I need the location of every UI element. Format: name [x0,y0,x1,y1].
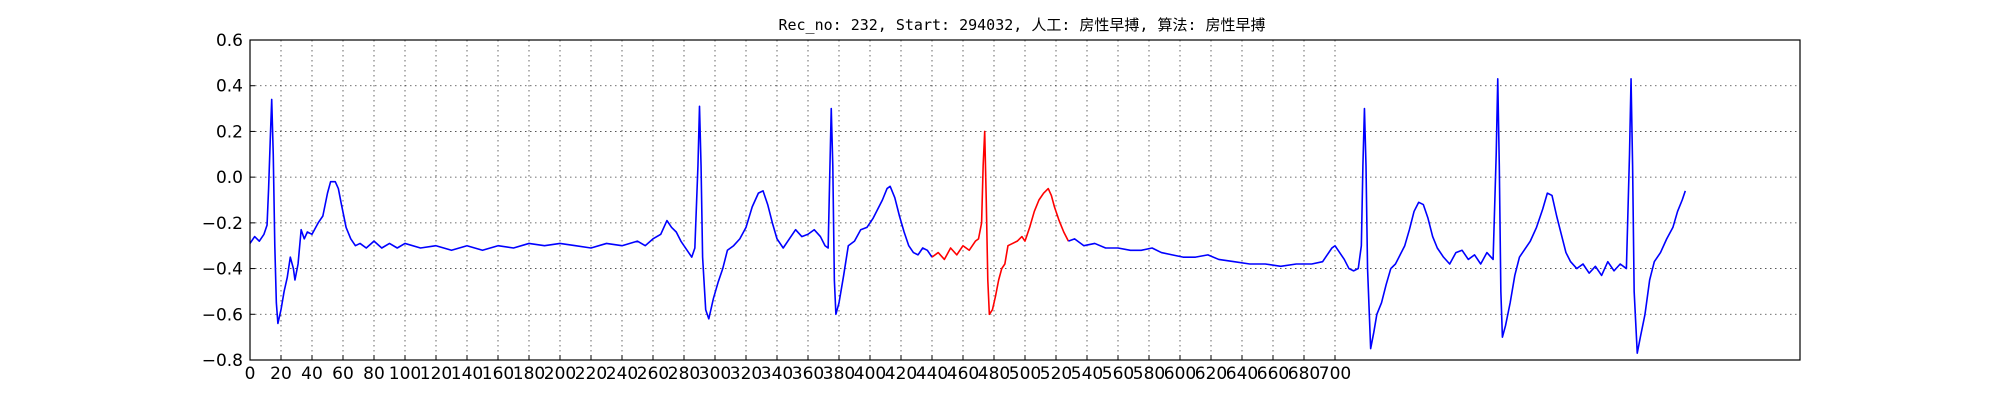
x-tick-label: 160 [482,364,514,384]
y-tick-label: 0.4 [216,77,243,97]
x-tick-label: 500 [1009,364,1041,384]
series-line-1 [249,98,933,325]
x-tick-label: 80 [363,364,385,384]
x-tick-label: 380 [823,364,855,384]
x-tick-label: 640 [1226,364,1258,384]
x-tick-label: 520 [1040,364,1072,384]
x-tick-label: 100 [389,364,421,384]
x-tick-label: 280 [668,364,700,384]
x-tick-label: 260 [637,364,669,384]
x-tick-label: 460 [947,364,979,384]
x-tick-label: 540 [1071,364,1103,384]
x-tick-label: 620 [1195,364,1227,384]
x-tick-label: 560 [1102,364,1134,384]
x-tick-label: 140 [451,364,483,384]
y-tick-label: 0.2 [216,122,243,142]
series-line-2 [931,130,1070,316]
x-tick-label: 180 [513,364,545,384]
y-axis-ticks: −0.8 −0.6 −0.4 −0.2 0.0 0.2 0.4 0.6 [202,31,255,371]
x-tick-label: 600 [1164,364,1196,384]
x-tick-label: 700 [1319,364,1351,384]
x-tick-label: 120 [420,364,452,384]
x-tick-label: 360 [792,364,824,384]
x-tick-label: 320 [730,364,762,384]
x-tick-label: 420 [885,364,917,384]
x-tick-label: 660 [1257,364,1289,384]
x-tick-label: 200 [544,364,576,384]
y-tick-label: 0.0 [216,168,243,188]
grid [250,40,1800,360]
series-layer [249,78,1687,354]
chart-title: Rec_no: 232, Start: 294032, 人工: 房性早搏, 算法… [778,16,1265,34]
x-tick-label: 60 [332,364,354,384]
x-tick-label: 0 [245,364,256,384]
x-tick-label: 340 [761,364,793,384]
y-tick-label: −0.4 [202,260,243,280]
series-line-3 [1068,78,1687,354]
x-tick-label: 220 [575,364,607,384]
x-tick-label: 480 [978,364,1010,384]
x-tick-label: 40 [301,364,323,384]
x-tick-label: 240 [606,364,638,384]
x-tick-label: 680 [1288,364,1320,384]
y-tick-label: 0.6 [216,31,243,51]
x-tick-label: 580 [1133,364,1165,384]
x-axis-ticks: 0 20 40 60 80 1001201401601802002202402602803… [245,355,1351,384]
y-tick-label: −0.8 [202,351,243,371]
x-tick-label: 20 [270,364,292,384]
x-tick-label: 400 [854,364,886,384]
y-tick-label: −0.6 [202,305,243,325]
x-tick-label: 440 [916,364,948,384]
y-tick-label: −0.2 [202,214,243,234]
x-tick-label: 300 [699,364,731,384]
